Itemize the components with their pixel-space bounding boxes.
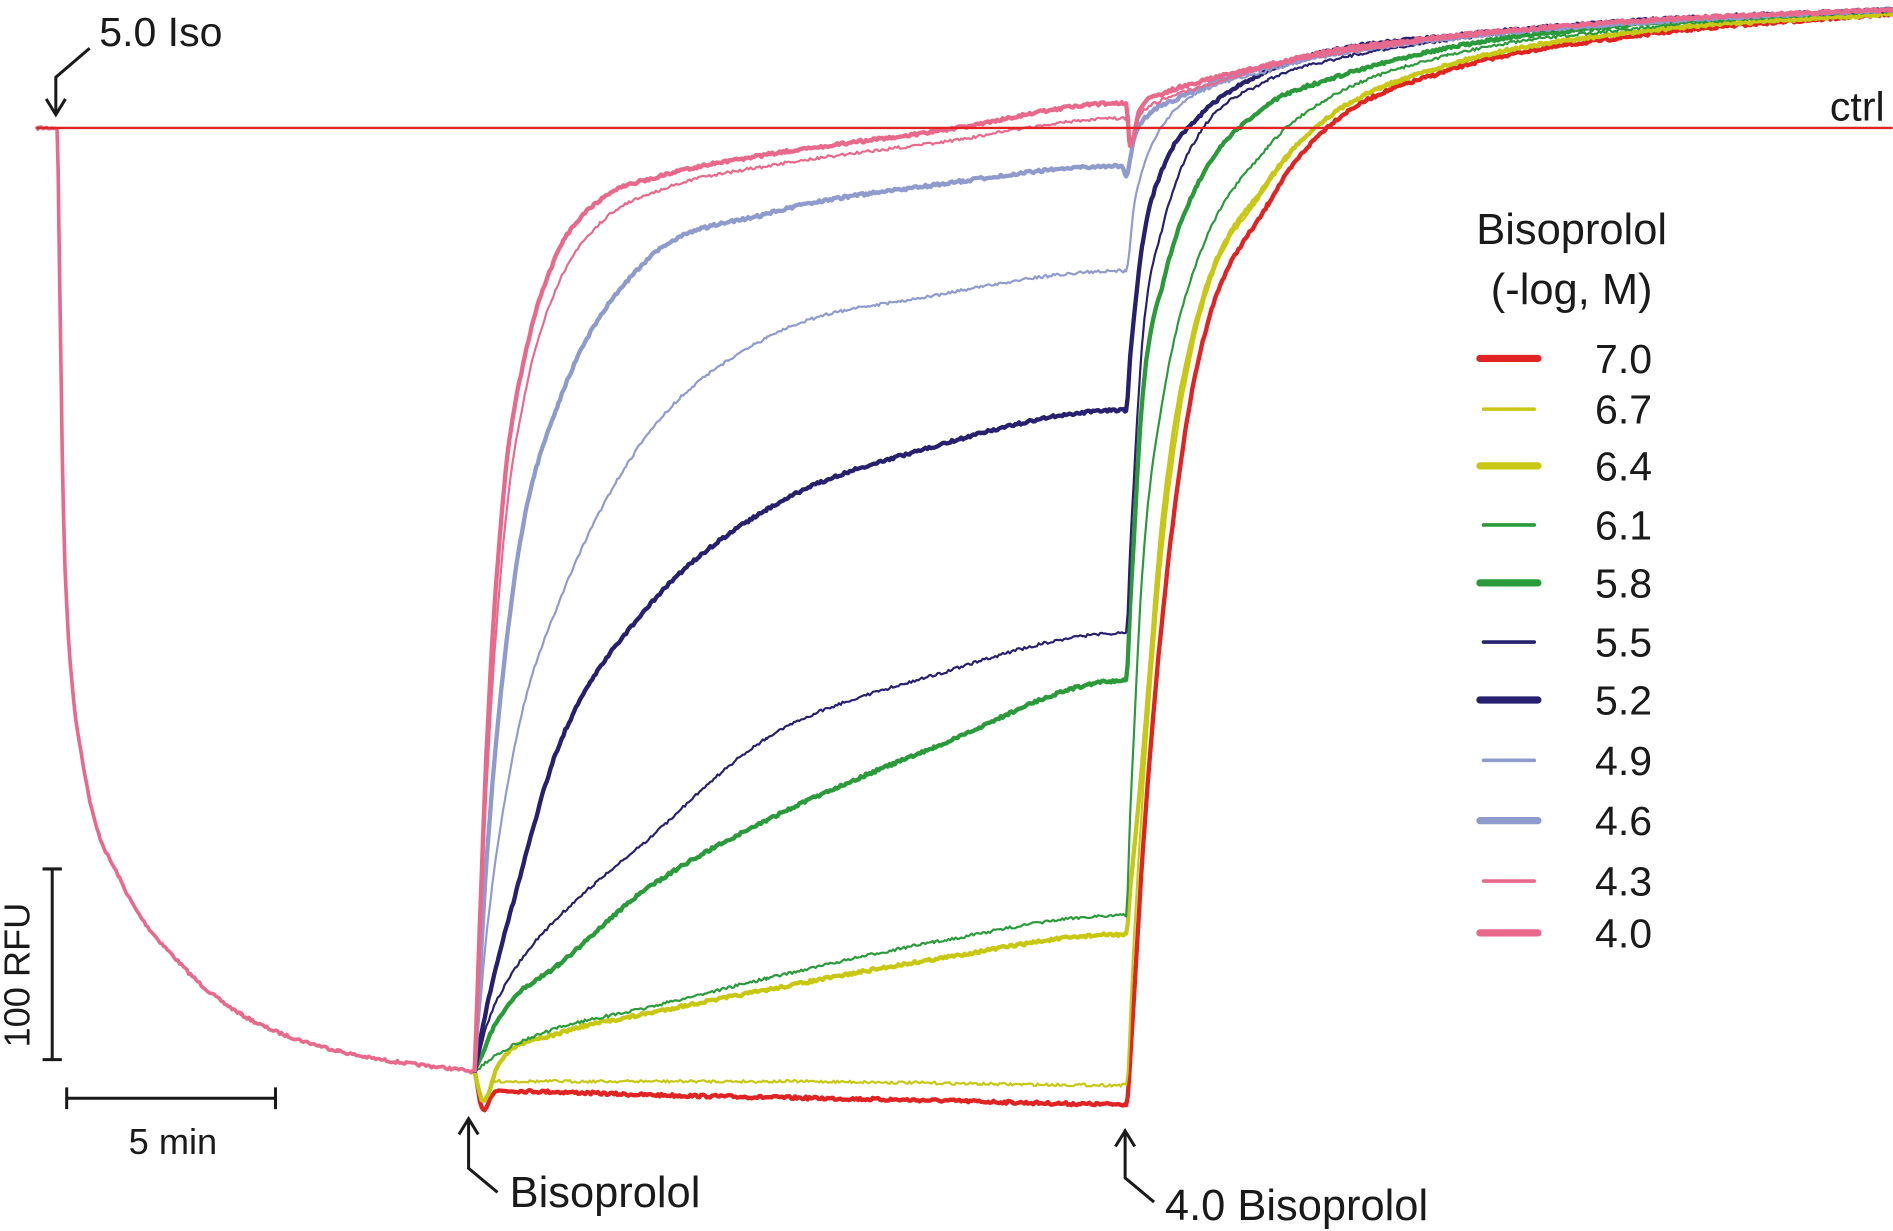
iso-annotation: 5.0 Iso [44,9,222,118]
legend-item-5-5: 5.5 [1481,620,1652,666]
legend-label: 5.8 [1595,560,1652,606]
legend-label: 4.6 [1595,798,1652,844]
series-curve-6-7 [473,11,1893,1102]
legend-label: 5.5 [1595,620,1652,666]
bisoprolol-arrowhead [457,1115,480,1136]
legend-item-6-4: 6.4 [1476,443,1652,489]
legend-label: 4.3 [1595,858,1652,904]
legend-item-4-9: 4.9 [1481,738,1652,784]
legend-item-4-3: 4.3 [1481,858,1652,904]
series-curve-4-0 [472,6,1893,1073]
high-bisoprolol-arrow [1123,1132,1156,1204]
legend-label: 6.1 [1595,502,1652,548]
legend-subtitle: (-log, M) [1491,266,1653,314]
ctrl-label: ctrl [1830,84,1885,130]
series-curve-6-1 [474,7,1893,1073]
time-scale-label: 5 min [129,1121,218,1162]
high-bisoprolol-label: 4.0 Bisoprolol [1165,1182,1428,1230]
legend-title: Bisoprolol [1476,206,1667,254]
legend-item-4-6: 4.6 [1476,798,1652,844]
high-bisoprolol-arrowhead [1114,1127,1137,1148]
time-scale-bar: 5 min [65,1087,277,1162]
high-bisoprolol-annotation: 4.0 Bisoprolol [1114,1127,1428,1230]
legend-label: 4.0 [1595,910,1652,956]
legend-item-4-0: 4.0 [1476,910,1652,956]
legend-label: 6.7 [1595,387,1652,433]
iso-arrowhead [44,98,67,118]
rfu-scale-bar: 100 RFU [0,867,62,1062]
legend-label: 5.2 [1595,677,1652,723]
rfu-scale-label: 100 RFU [0,903,37,1048]
series-curves [34,6,1893,1113]
legend-item-6-1: 6.1 [1481,502,1652,548]
legend-item-5-8: 5.8 [1476,560,1652,606]
series-curve-6-4 [472,11,1893,1103]
legend-items: 7.0 6.7 6.4 6.1 5.8 5.5 5.2 4.9 4.6 4.3 4.0 [1476,336,1652,956]
legend: Bisoprolol (-log, M) 7.0 6.7 6.4 6.1 5.8 5.5 5… [1476,206,1667,957]
legend-label: 6.4 [1595,443,1652,489]
iso-phase-curve [34,125,476,1075]
iso-label: 5.0 Iso [99,9,222,55]
bisoprolol-annotation: Bisoprolol [457,1115,701,1217]
iso-arrow [54,47,91,114]
bisoprolol-label: Bisoprolol [510,1169,701,1217]
legend-label: 7.0 [1595,336,1652,382]
legend-item-5-2: 5.2 [1476,677,1652,723]
legend-item-7-0: 7.0 [1476,336,1652,382]
legend-label: 4.9 [1595,738,1652,784]
series-curve-7-0 [472,10,1893,1113]
legend-item-6-7: 6.7 [1481,387,1652,433]
bisoprolol-arrow [467,1119,499,1194]
